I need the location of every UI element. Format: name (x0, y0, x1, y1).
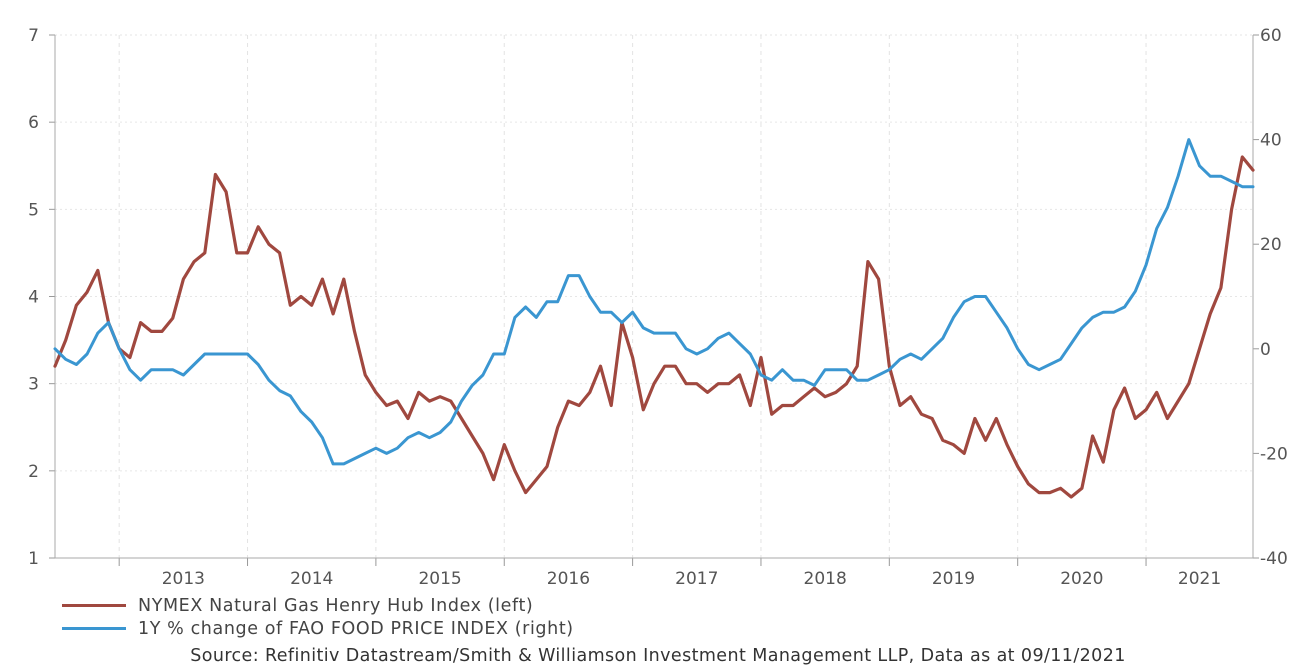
left-tick-label: 4 (28, 288, 39, 308)
legend-item-gas: NYMEX Natural Gas Henry Hub Index (left) (62, 594, 574, 617)
left-tick-label: 1 (28, 549, 39, 569)
left-tick-label: 2 (28, 462, 39, 482)
right-tick-label: -40 (1260, 549, 1288, 569)
source-note: Source: Refinitiv Datastream/Smith & Wil… (190, 646, 1126, 666)
series-line-fao-food-price (53, 138, 1255, 466)
left-tick-label: 7 (28, 26, 39, 46)
legend-label-gas: NYMEX Natural Gas Henry Hub Index (left) (138, 595, 534, 616)
x-tick-label: 2017 (675, 569, 718, 589)
series-line-natural-gas (53, 155, 1255, 499)
legend-item-fao: 1Y % change of FAO FOOD PRICE INDEX (rig… (62, 617, 574, 640)
x-tick-label: 2021 (1178, 569, 1221, 589)
x-tick-label: 2020 (1060, 569, 1103, 589)
x-tick-label: 2018 (804, 569, 847, 589)
x-tick-label: 2015 (418, 569, 461, 589)
x-tick-label: 2013 (162, 569, 205, 589)
right-tick-label: 40 (1260, 131, 1282, 151)
right-tick-label: -20 (1260, 444, 1288, 464)
legend-swatch-gas (62, 604, 126, 607)
left-tick-label: 6 (28, 113, 39, 133)
left-tick-label: 5 (28, 200, 39, 220)
chart-legend: NYMEX Natural Gas Henry Hub Index (left)… (62, 594, 574, 640)
right-tick-label: 60 (1260, 26, 1282, 46)
x-tick-label: 2014 (290, 569, 333, 589)
left-tick-label: 3 (28, 375, 39, 395)
x-tick-label: 2016 (547, 569, 590, 589)
legend-swatch-fao (62, 627, 126, 630)
legend-label-fao: 1Y % change of FAO FOOD PRICE INDEX (rig… (138, 618, 574, 639)
dual-axis-line-chart: 1 2 3 4 5 6 7 -40 -20 0 20 40 60 2013 2014 2015 2016 2017… (28, 26, 1288, 589)
x-tick-label: 2019 (932, 569, 975, 589)
right-tick-label: 0 (1260, 340, 1271, 360)
right-tick-label: 20 (1260, 235, 1282, 255)
